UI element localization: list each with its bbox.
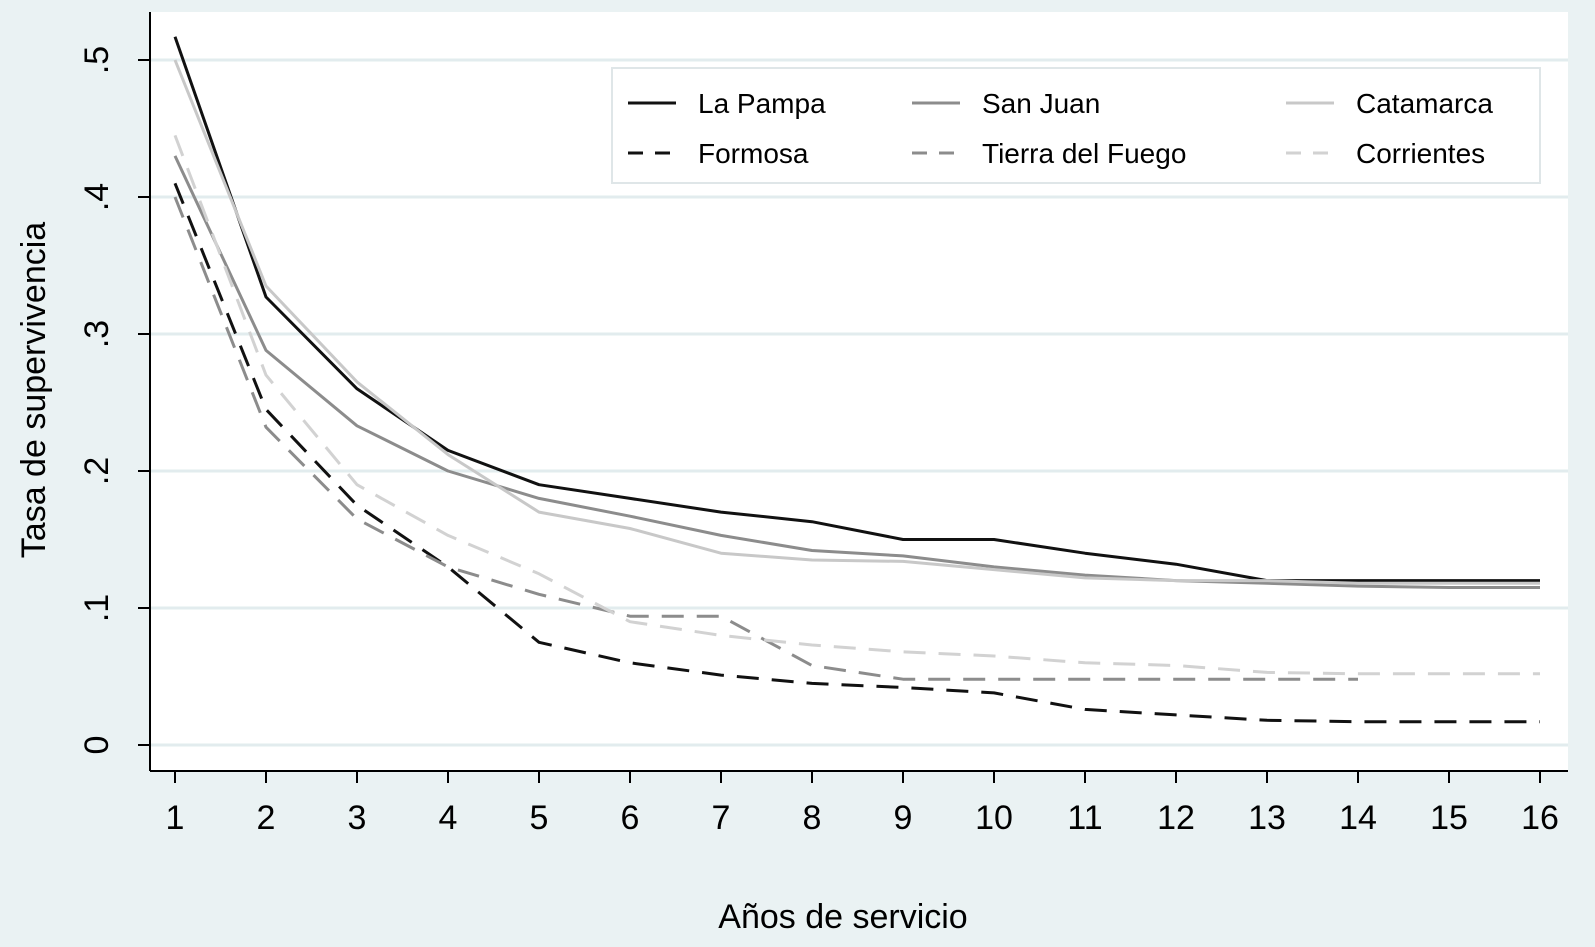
x-tick-label: 14 xyxy=(1339,799,1377,837)
y-tick-label: .3 xyxy=(78,320,116,348)
series-line xyxy=(173,182,1540,724)
x-axis-title: Años de servicio xyxy=(718,898,967,936)
x-tick-label: 4 xyxy=(439,799,458,837)
series-line xyxy=(173,155,1540,589)
x-tick-label: 7 xyxy=(712,799,731,837)
legend-label: Catamarca xyxy=(1356,88,1493,119)
series-lines xyxy=(173,36,1540,724)
axes: 0.1.2.3.4.51 2 3 4 5 6 7 8 9 10 11 12 13 14 15 16 xyxy=(78,12,1568,837)
x-tick-label: 11 xyxy=(1067,799,1102,837)
legend: La Pampa San Juan Catamarca Formosa Tierra d… xyxy=(611,67,1541,184)
x-tick-label: 1 xyxy=(166,799,185,837)
legend-label: Tierra del Fuego xyxy=(982,138,1186,169)
x-tick-label: 5 xyxy=(530,799,549,837)
y-tick-label: .4 xyxy=(78,183,116,211)
x-tick-label: 15 xyxy=(1430,799,1468,837)
x-tick-label: 9 xyxy=(894,799,913,837)
y-tick-label: 0 xyxy=(78,736,116,755)
x-tick-label: 16 xyxy=(1521,799,1559,837)
x-tick-label: 6 xyxy=(621,799,640,837)
series-line xyxy=(173,59,1540,585)
y-tick-label: .2 xyxy=(78,457,116,485)
legend-label: La Pampa xyxy=(698,88,826,119)
legend-label: Corrientes xyxy=(1356,138,1485,169)
x-tick-label: 2 xyxy=(257,799,276,837)
x-tick-label: 13 xyxy=(1248,799,1286,837)
x-tick-label: 3 xyxy=(348,799,367,837)
x-tick-label: 12 xyxy=(1157,799,1195,837)
y-tick-label: .1 xyxy=(78,594,116,622)
x-tick-label: 10 xyxy=(975,799,1013,837)
y-tick-label: .5 xyxy=(78,46,116,74)
legend-box xyxy=(611,67,1541,184)
x-tick-label: 8 xyxy=(803,799,822,837)
y-axis-title: Tasa de supervivencia xyxy=(15,222,53,559)
legend-label: Formosa xyxy=(698,138,809,169)
legend-label: San Juan xyxy=(982,88,1100,119)
gridlines xyxy=(150,58,1568,747)
